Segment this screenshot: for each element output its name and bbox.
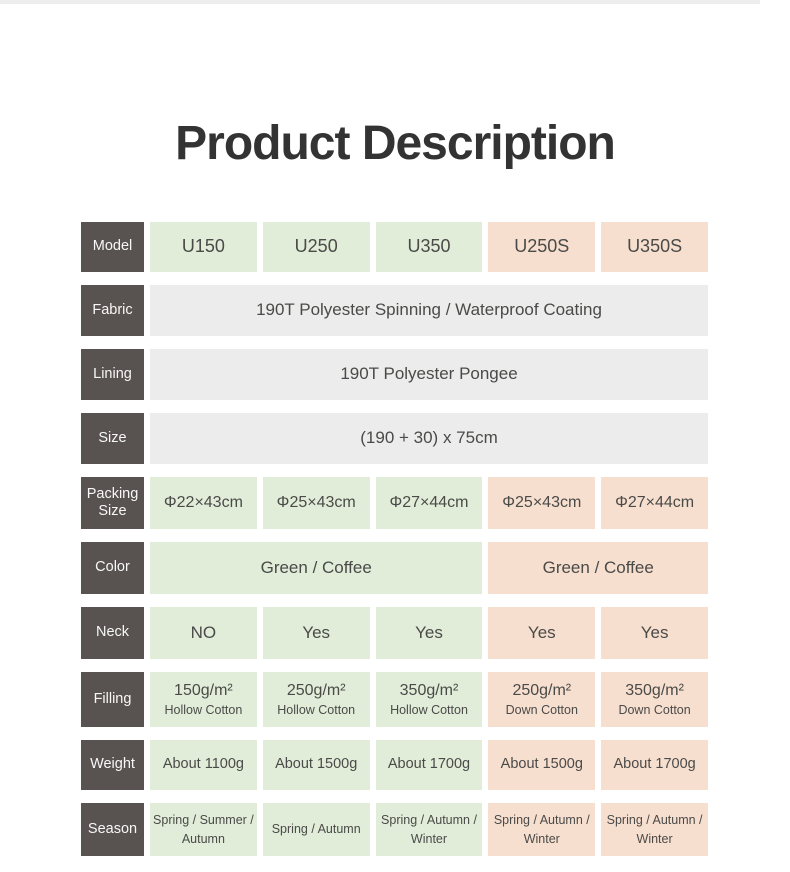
filling-type: Hollow Cotton <box>164 702 243 717</box>
model-row-label: Model <box>81 222 144 272</box>
row-neck: Neck NO Yes Yes Yes Yes <box>81 607 708 659</box>
packing-size-cell: Φ27×44cm <box>375 477 483 529</box>
row-filling: Filling 150g/m² Hollow Cotton 250g/m² Ho… <box>81 672 708 727</box>
season-cell: Spring / Autumn / Winter <box>375 803 483 856</box>
filling-amount: 350g/m² <box>625 682 684 700</box>
filling-cell: 250g/m² Hollow Cotton <box>262 672 370 727</box>
filling-amount: 250g/m² <box>286 682 346 700</box>
filling-row-label: Filling <box>81 672 144 727</box>
neck-cell: Yes <box>262 607 370 659</box>
season-cell: Spring / Autumn / Winter <box>601 803 708 856</box>
packing-size-row-label: Packing Size <box>81 477 144 529</box>
filling-type: Down Cotton <box>505 702 578 717</box>
filling-type: Hollow Cotton <box>277 702 356 717</box>
row-size: Size (190 + 30) x 75cm <box>81 413 708 464</box>
top-edge-artifact <box>0 0 760 4</box>
spec-table: Model U150 U250 U350 U250S U350S Fabric … <box>81 222 708 856</box>
row-weight: Weight About 1100g About 1500g About 170… <box>81 740 708 790</box>
model-cell: U250S <box>488 222 596 272</box>
row-lining: Lining 190T Polyester Pongee <box>81 349 708 400</box>
season-cell: Spring / Autumn / Winter <box>488 803 596 856</box>
weight-row-label: Weight <box>81 740 144 790</box>
packing-size-cell: Φ25×43cm <box>488 477 596 529</box>
fabric-row-label: Fabric <box>81 285 144 336</box>
lining-value: 190T Polyester Pongee <box>150 349 708 400</box>
packing-size-cell: Φ27×44cm <box>601 477 708 529</box>
filling-amount: 250g/m² <box>512 682 572 700</box>
weight-cell: About 1700g <box>601 740 708 790</box>
neck-row-label: Neck <box>81 607 144 659</box>
neck-cell: NO <box>150 607 257 659</box>
neck-cell: Yes <box>601 607 708 659</box>
season-cell: Spring / Autumn <box>262 803 370 856</box>
weight-cell: About 1100g <box>150 740 257 790</box>
size-value: (190 + 30) x 75cm <box>150 413 708 464</box>
lining-row-label: Lining <box>81 349 144 400</box>
filling-amount: 150g/m² <box>174 682 233 700</box>
weight-cell: About 1500g <box>262 740 370 790</box>
neck-cell: Yes <box>375 607 483 659</box>
filling-cell: 150g/m² Hollow Cotton <box>150 672 257 727</box>
packing-size-cell: Φ25×43cm <box>262 477 370 529</box>
row-packing-size: Packing Size Φ22×43cm Φ25×43cm Φ27×44cm … <box>81 477 708 529</box>
model-cell: U350 <box>375 222 483 272</box>
filling-cell: 350g/m² Hollow Cotton <box>375 672 483 727</box>
model-cell: U350S <box>601 222 708 272</box>
color-value-peach-models: Green / Coffee <box>488 542 708 594</box>
size-row-label: Size <box>81 413 144 464</box>
color-row-label: Color <box>81 542 144 594</box>
packing-size-cell: Φ22×43cm <box>150 477 257 529</box>
weight-cell: About 1500g <box>488 740 596 790</box>
row-color: Color Green / Coffee Green / Coffee <box>81 542 708 594</box>
filling-type: Hollow Cotton <box>390 702 468 717</box>
neck-cell: Yes <box>488 607 596 659</box>
filling-cell: 250g/m² Down Cotton <box>488 672 596 727</box>
model-cell: U250 <box>262 222 370 272</box>
season-row-label: Season <box>81 803 144 856</box>
fabric-value: 190T Polyester Spinning / Waterproof Coa… <box>150 285 708 336</box>
filling-cell: 350g/m² Down Cotton <box>601 672 708 727</box>
color-value-green-models: Green / Coffee <box>150 542 483 594</box>
row-season: Season Spring / Summer / Autumn Spring /… <box>81 803 708 856</box>
row-model: Model U150 U250 U350 U250S U350S <box>81 222 708 272</box>
model-cell: U150 <box>150 222 257 272</box>
season-cell: Spring / Summer / Autumn <box>150 803 257 856</box>
filling-type: Down Cotton <box>618 702 691 717</box>
row-fabric: Fabric 190T Polyester Spinning / Waterpr… <box>81 285 708 336</box>
weight-cell: About 1700g <box>375 740 483 790</box>
page-title: Product Description <box>175 117 616 170</box>
filling-amount: 350g/m² <box>399 682 459 700</box>
